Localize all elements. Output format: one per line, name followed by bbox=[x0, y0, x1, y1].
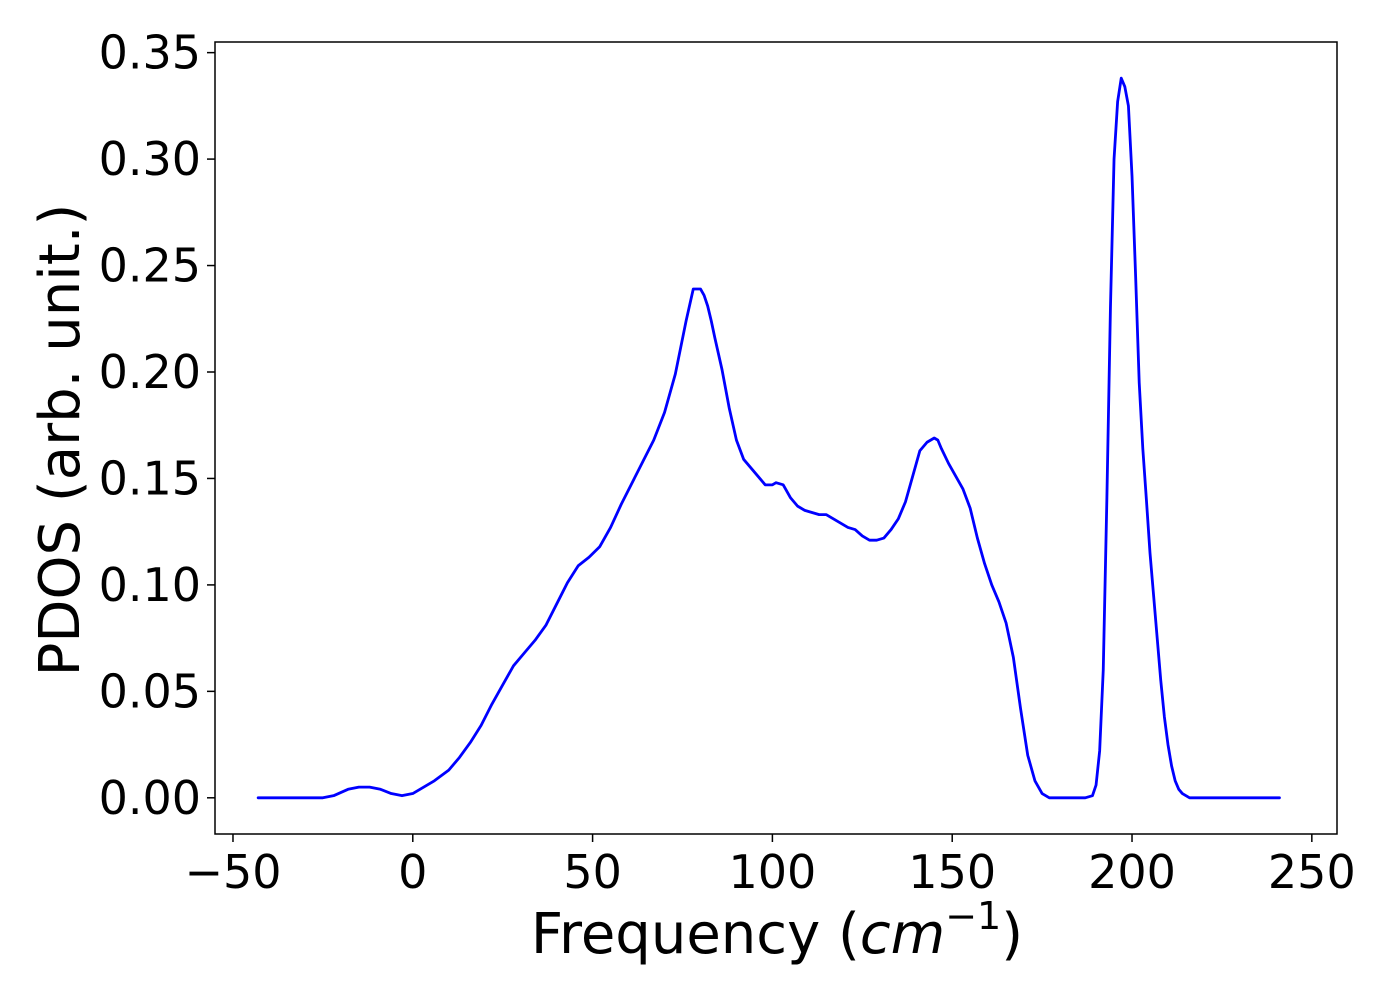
y-tick-label: 0.30 bbox=[99, 132, 201, 186]
x-axis-label: Frequency (cm−1) bbox=[531, 894, 1023, 967]
x-tick-label: 50 bbox=[563, 845, 622, 899]
x-tick-label: 200 bbox=[1088, 845, 1176, 899]
y-axis-ticks: 0.00 0.05 0.10 0.15 0.20 0.25 0.30 0.35 bbox=[99, 26, 215, 825]
y-tick-label: 0.05 bbox=[99, 664, 201, 718]
y-tick-label: 0.35 bbox=[99, 26, 201, 80]
pdos-series-line bbox=[256, 76, 1281, 800]
x-axis-label-unit: cm bbox=[860, 902, 945, 967]
series-layer bbox=[256, 76, 1281, 800]
x-axis-label-text: Frequency ( bbox=[531, 902, 860, 967]
y-axis-label: PDOS (arb. unit.) bbox=[28, 204, 93, 677]
x-tick-label: 250 bbox=[1268, 845, 1356, 899]
y-tick-label: 0.15 bbox=[99, 451, 201, 505]
y-tick-label: 0.25 bbox=[99, 239, 201, 293]
x-tick-label: 100 bbox=[728, 845, 816, 899]
x-tick-label: −50 bbox=[184, 845, 281, 899]
x-axis-label-close: ) bbox=[1001, 902, 1023, 967]
x-tick-label: 0 bbox=[398, 845, 427, 899]
y-tick-label: 0.10 bbox=[99, 558, 201, 612]
y-tick-label: 0.20 bbox=[99, 345, 201, 399]
x-tick-label: 150 bbox=[908, 845, 996, 899]
y-tick-label: 0.00 bbox=[99, 771, 201, 825]
x-axis-label-exponent: −1 bbox=[945, 894, 1001, 938]
plot-frame bbox=[214, 41, 1338, 835]
x-axis-ticks: −50 0 50 100 150 200 250 bbox=[184, 834, 1356, 899]
